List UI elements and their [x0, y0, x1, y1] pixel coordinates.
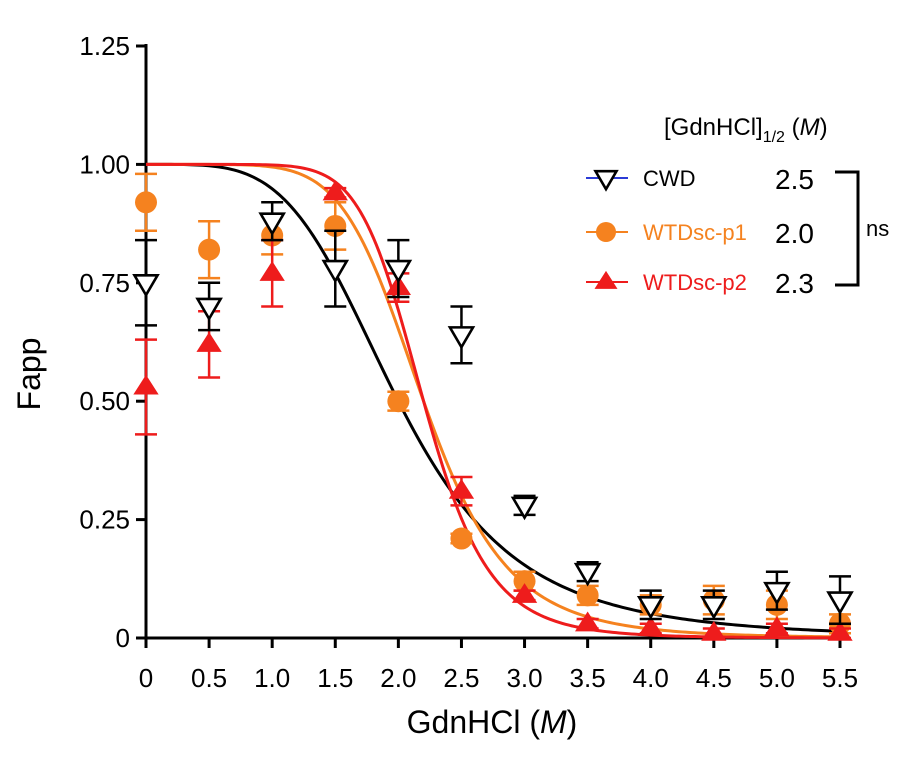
- x-tick-label: 2.0: [380, 663, 416, 693]
- legend-label-wtdsc-p2: WTDsc-p2: [643, 270, 747, 295]
- data-point-cwd: [763, 581, 791, 606]
- legend-title-unit-close: ): [820, 114, 828, 141]
- legend-marker-wtdsc-p2: [594, 270, 618, 289]
- x-tick-label: 4.5: [696, 663, 732, 693]
- data-point-wtdsc-p2: [133, 374, 159, 395]
- data-point-cwd: [447, 326, 476, 350]
- data-point-wtdsc-p1: [135, 191, 157, 214]
- data-point-cwd: [321, 259, 350, 284]
- data-point-cwd: [700, 596, 728, 620]
- x-tick-label: 4.0: [633, 663, 669, 693]
- x-tick-label: 5.0: [759, 663, 795, 693]
- data-point-wtdsc-p1: [450, 527, 473, 550]
- legend: CWD 2.5 WTDsc-p1 2.0 WTDsc-p2 2.3: [586, 164, 814, 299]
- half-value-cwd: 2.5: [775, 164, 814, 195]
- x-tick-label: 3.0: [506, 663, 542, 693]
- x-axis-title-main: GdnHCl (: [407, 704, 541, 740]
- legend-marker-cwd: [593, 169, 619, 192]
- legend-marker-wtdsc-p1: [596, 222, 616, 242]
- data-point-wtdsc-p2: [448, 478, 475, 499]
- data-point-wtdsc-p2: [764, 616, 790, 637]
- data-point-wtdsc-p1: [198, 238, 221, 261]
- data-point-cwd: [826, 591, 854, 615]
- plot-layer: 0 0.25 0.50 0.75 1.00 1.25 0 0.5 1.0 1.5 2.0 2.5 3.0…: [79, 31, 858, 693]
- x-axis-title: GdnHCl (M): [407, 704, 578, 740]
- x-tick-label: 2.5: [443, 663, 479, 693]
- data-point-cwd: [258, 212, 286, 237]
- legend-title-subscript: 1/2: [763, 129, 785, 146]
- data-point-cwd: [510, 496, 539, 521]
- x-tick-label: 3.5: [570, 663, 606, 693]
- legend-title-unit: M: [800, 114, 820, 141]
- data-point-wtdsc-p1: [576, 584, 599, 607]
- data-point-cwd: [195, 297, 223, 322]
- data-point-cwd: [384, 259, 413, 284]
- data-point-wtdsc-p2: [574, 611, 601, 632]
- data-point-cwd: [132, 273, 160, 298]
- y-tick-label: 1.25: [79, 31, 130, 61]
- legend-title: [GdnHCl]1/2 (M): [664, 114, 828, 146]
- half-value-wtdsc-p2: 2.3: [775, 268, 814, 299]
- x-tick-label: 5.5: [822, 663, 858, 693]
- data-point-cwd: [636, 596, 665, 620]
- data-point-wtdsc-p2: [322, 180, 348, 201]
- legend-title-unit-open: (: [785, 114, 800, 141]
- data-point-wtdsc-p2: [638, 616, 664, 637]
- legend-title-main: [GdnHCl]: [664, 114, 763, 141]
- significance-bracket: [835, 170, 860, 287]
- data-point-wtdsc-p1: [513, 570, 536, 593]
- data-point-wtdsc-p1: [387, 390, 410, 413]
- x-tick-label: 1.5: [317, 663, 353, 693]
- y-tick-label: 0.50: [79, 386, 130, 416]
- x-tick-label: 0: [139, 663, 153, 693]
- x-axis-title-close: ): [567, 704, 578, 740]
- data-point-wtdsc-p2: [196, 332, 222, 352]
- y-tick-label: 0.25: [79, 505, 130, 535]
- data-point-wtdsc-p2: [511, 583, 538, 603]
- fit-curve-cwd: [146, 162, 841, 633]
- legend-label-cwd: CWD: [643, 166, 696, 191]
- y-axis-title: Fapp: [11, 338, 47, 411]
- x-tick-label: 0.5: [191, 663, 227, 693]
- data-point-wtdsc-p2: [827, 620, 853, 641]
- y-tick-label: 0: [116, 623, 130, 653]
- legend-label-wtdsc-p1: WTDsc-p1: [643, 220, 747, 245]
- y-tick-label: 0.75: [79, 268, 130, 298]
- y-tick-label: 1.00: [79, 149, 130, 179]
- significance-label: ns: [866, 216, 889, 241]
- data-point-wtdsc-p2: [259, 261, 285, 281]
- half-value-wtdsc-p1: 2.0: [775, 218, 814, 249]
- data-point-cwd: [573, 562, 602, 587]
- data-point-wtdsc-p2: [701, 620, 727, 641]
- x-tick-label: 1.0: [254, 663, 290, 693]
- x-axis-title-unit: M: [540, 704, 567, 740]
